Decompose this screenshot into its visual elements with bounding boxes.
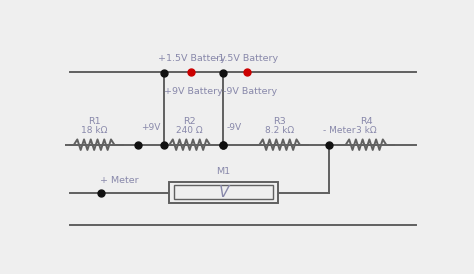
- Text: 18 kΩ: 18 kΩ: [81, 126, 107, 135]
- Text: -9V Battery: -9V Battery: [223, 87, 277, 96]
- Text: + Meter: + Meter: [100, 176, 138, 185]
- Text: +9V Battery: +9V Battery: [164, 87, 223, 96]
- Bar: [174, 185, 273, 199]
- Bar: [169, 182, 278, 203]
- Text: 8.2 kΩ: 8.2 kΩ: [265, 126, 294, 135]
- Text: R2: R2: [183, 117, 196, 126]
- Text: M1: M1: [217, 167, 231, 176]
- Text: R4: R4: [360, 117, 372, 126]
- Text: +1.5V Battery: +1.5V Battery: [158, 55, 225, 64]
- Text: -9V: -9V: [227, 123, 242, 132]
- Text: R3: R3: [273, 117, 286, 126]
- Text: -1.5V Battery: -1.5V Battery: [215, 55, 278, 64]
- Text: - Meter: - Meter: [323, 126, 356, 135]
- Text: 3 kΩ: 3 kΩ: [356, 126, 376, 135]
- Text: 240 Ω: 240 Ω: [176, 126, 203, 135]
- Text: R1: R1: [88, 117, 100, 126]
- Text: +9V: +9V: [141, 123, 160, 132]
- Text: V: V: [219, 185, 229, 200]
